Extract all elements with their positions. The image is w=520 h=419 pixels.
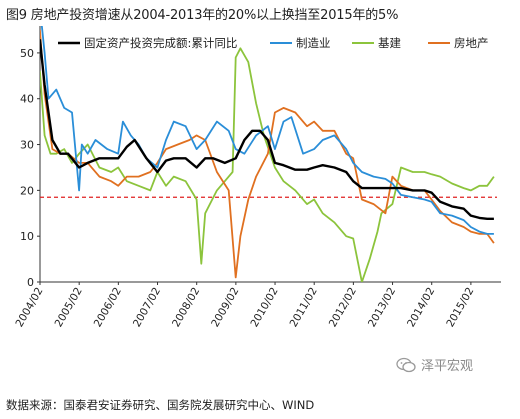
legend-label: 基建: [378, 36, 401, 50]
legend-label: 制造业: [296, 36, 331, 50]
x-tick-label: 2007/02: [131, 286, 163, 330]
legend-label: 固定资产投资完成额:累计同比: [84, 36, 237, 50]
legend-label: 房地产: [454, 36, 489, 50]
y-tick-label: 50: [20, 47, 34, 60]
y-tick-label: 40: [20, 93, 34, 106]
chart-title: 图9 房地产投资增速从2004-2013年的20%以上换挡至2015年的5%: [6, 8, 399, 23]
x-tick-label: 2009/02: [209, 286, 241, 330]
y-tick-label: 30: [20, 139, 34, 152]
x-tick-label: 2010/02: [248, 286, 280, 330]
watermark-text: 泽平宏观: [421, 359, 474, 374]
series-line-2: [40, 47, 495, 282]
x-tick-label: 2005/02: [53, 286, 85, 330]
x-tick-label: 2011/02: [288, 286, 320, 330]
x-tick-label: 2008/02: [170, 286, 202, 330]
legend: 固定资产投资完成额:累计同比 制造业 基建 房地产: [58, 36, 489, 50]
wechat-icon: [396, 357, 416, 372]
y-tick-label: 0: [27, 276, 34, 289]
x-tick-label: 2013/02: [366, 286, 398, 330]
watermark: 泽平宏观: [396, 355, 473, 374]
series-line-1: [40, 26, 494, 235]
data-source: 数据来源：国泰君安证券研究、国务院发展研究中心、WIND: [6, 398, 315, 412]
x-tick-label: 2004/02: [13, 286, 45, 330]
x-tick-label: 2015/02: [444, 286, 476, 330]
y-tick-label: 10: [20, 230, 34, 243]
y-tick-label: 20: [20, 184, 34, 197]
x-tick-label: 2014/02: [405, 286, 437, 330]
x-tick-label: 2006/02: [92, 286, 124, 330]
x-tick-label: 2012/02: [327, 286, 359, 330]
series-line-0: [40, 39, 494, 221]
series-line-3: [40, 29, 495, 279]
